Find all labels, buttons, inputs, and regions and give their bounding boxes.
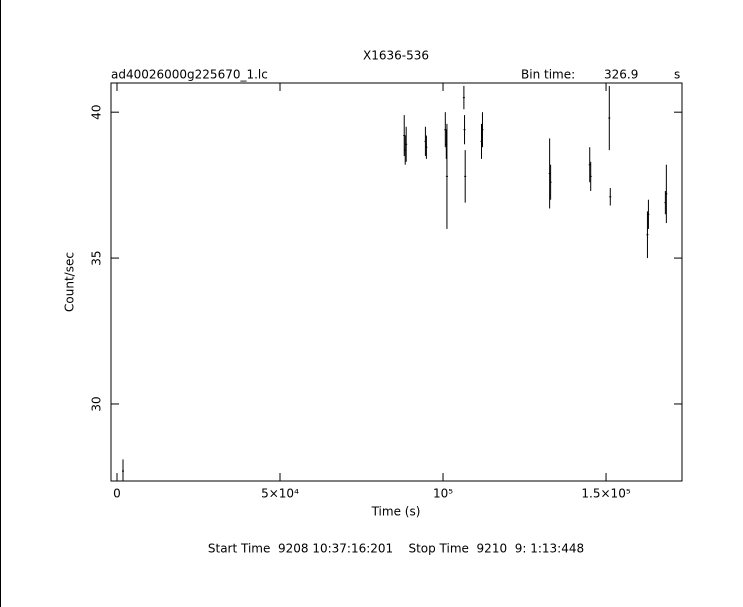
subtitle: ad40026000g225670_1.lc — [111, 68, 268, 82]
y-tick-label: 35 — [90, 250, 104, 265]
x-tick-label: 5×10⁴ — [261, 487, 299, 501]
y-tick-label: 40 — [90, 105, 104, 120]
bin-unit: s — [674, 68, 680, 82]
footer: Start Time 9208 10:37:16:201 Stop Time 9… — [208, 542, 584, 556]
bin-time: 326.9 — [604, 68, 638, 82]
x-axis-label: Time (s) — [371, 505, 421, 519]
y-axis-label: Count/sec — [63, 252, 77, 312]
plot-frame — [110, 82, 683, 482]
bin-label: Bin time: — [521, 68, 575, 82]
chart-title: X1636-536 — [363, 49, 429, 63]
x-tick-label: 0 — [113, 487, 121, 501]
x-tick-label: 10⁵ — [433, 487, 453, 501]
y-tick-label: 30 — [90, 396, 104, 411]
x-tick-label: 1.5×10⁵ — [581, 487, 630, 501]
